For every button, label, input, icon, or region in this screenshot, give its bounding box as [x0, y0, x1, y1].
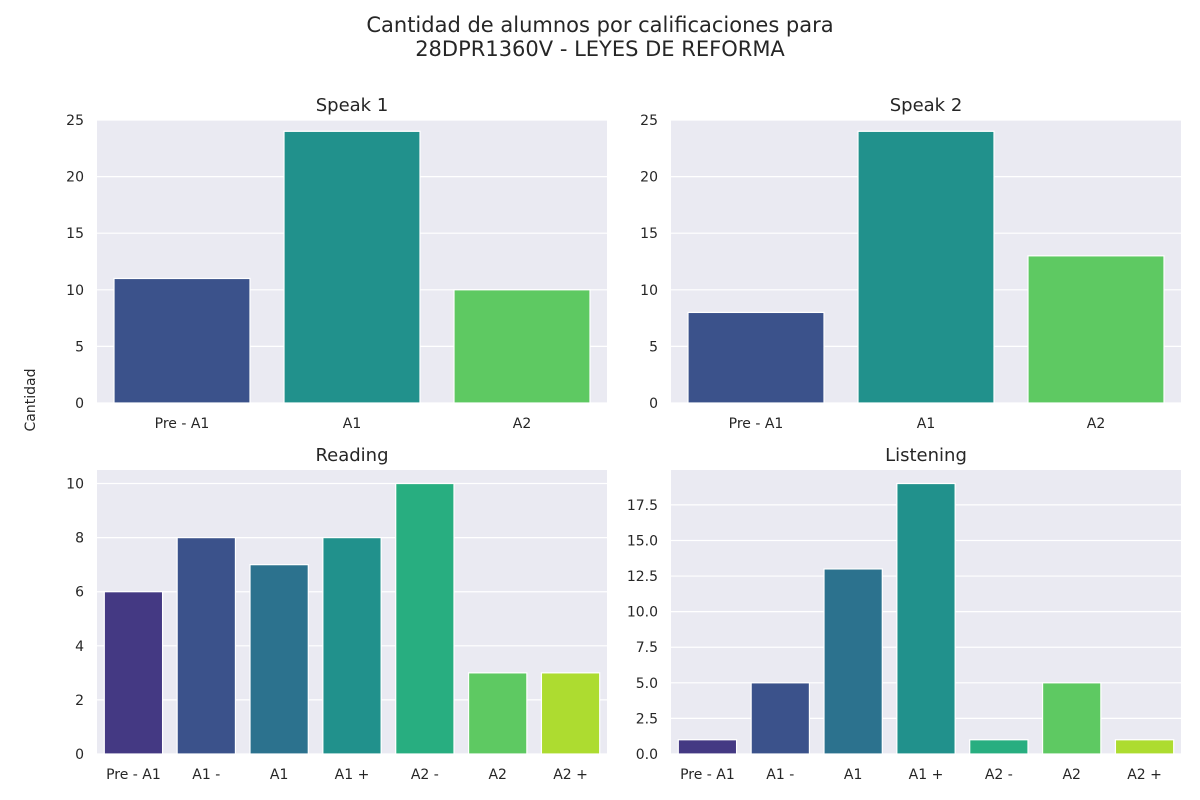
y-tick-label: 0	[649, 396, 658, 412]
bar-a2	[1041, 682, 1102, 755]
x-tick-label: A2 -	[985, 767, 1013, 783]
x-tick-label: A1 -	[192, 767, 220, 783]
chart-speak-1: 0 5 10 15 20 25 Pre - A1 A1 A2 Speak 1	[66, 95, 607, 432]
x-tick-label: A1	[343, 416, 361, 432]
x-tick-label: A2	[1062, 767, 1080, 783]
x-tick-label: A1	[917, 416, 935, 432]
y-tick-label: 17.5	[627, 498, 658, 514]
subplot-title: Reading	[315, 445, 388, 466]
y-tick-label: 7.5	[636, 640, 658, 656]
figure-title-line2: 28DPR1360V - LEYES DE REFORMA	[415, 37, 785, 61]
x-tick-label: Pre - A1	[680, 767, 735, 783]
x-tick-label: Pre - A1	[155, 416, 210, 432]
x-tick-label: A1 +	[909, 767, 944, 783]
y-tick-label: 10.0	[627, 605, 658, 621]
y-tick-label: 0	[75, 396, 84, 412]
y-tick-label: 8	[75, 531, 84, 547]
y-tick-label: 5	[649, 339, 658, 355]
subplot-title: Speak 1	[316, 95, 389, 116]
y-tick-label: 25	[640, 113, 658, 129]
bar-a2	[540, 672, 601, 755]
bar-a1	[750, 682, 811, 755]
chart-listening: 0.0 2.5 5.0 7.5 10.0 12.5 15.0 17.5 Pre - A1 A1 -…	[627, 445, 1181, 783]
subplot-title: Speak 2	[890, 95, 963, 116]
x-tick-label: A1 +	[335, 767, 370, 783]
subplot-title: Listening	[885, 445, 967, 466]
y-tick-label: 0.0	[636, 747, 658, 763]
y-tick-label: 5.0	[636, 676, 658, 692]
x-tick-label: A2	[488, 767, 506, 783]
x-tick-label: A1	[270, 767, 288, 783]
bar-a1	[176, 537, 237, 755]
x-tick-label: A2 -	[411, 767, 439, 783]
y-tick-label: 10	[66, 283, 84, 299]
x-tick-label: Pre - A1	[106, 767, 161, 783]
bar-a2	[969, 739, 1029, 755]
bar-pre-a1	[677, 739, 738, 755]
chart-reading: 0 2 4 6 8 10 Pre - A1 A1 - A1 A1 + A2 - A2 A2 + Readi…	[66, 445, 607, 783]
figure-title-line1: Cantidad de alumnos por calificaciones p…	[366, 13, 834, 37]
x-tick-label: A2	[513, 416, 531, 432]
bar-a2	[1027, 255, 1165, 404]
bar-a2	[1114, 739, 1175, 755]
x-tick-label: Pre - A1	[729, 416, 784, 432]
bar-a1	[857, 130, 995, 404]
bar-a2	[395, 482, 455, 755]
y-tick-label: 10	[66, 477, 84, 493]
y-tick-label: 12.5	[627, 569, 658, 585]
bar-pre-a1	[113, 277, 251, 404]
bar-a1	[249, 564, 309, 755]
y-tick-label: 5	[75, 339, 84, 355]
y-tick-label: 25	[66, 113, 84, 129]
x-tick-label: A2 +	[1127, 767, 1162, 783]
y-tick-label: 4	[75, 639, 84, 655]
y-tick-label: 2.5	[636, 711, 658, 727]
bar-pre-a1	[103, 591, 164, 755]
bar-a2	[453, 289, 591, 404]
x-tick-label: A1	[844, 767, 862, 783]
bar-a1	[896, 482, 956, 755]
y-tick-label: 20	[66, 170, 84, 186]
y-tick-label: 15	[640, 226, 658, 242]
bar-a2	[467, 672, 528, 755]
bar-pre-a1	[687, 311, 825, 404]
y-tick-label: 15	[66, 226, 84, 242]
chart-speak-2: 0 5 10 15 20 25 Pre - A1 A1 A2 Speak 2	[640, 95, 1181, 432]
y-tick-label: 0	[75, 747, 84, 763]
bar-a1	[823, 568, 883, 755]
x-tick-label: A2	[1087, 416, 1105, 432]
bar-a1	[283, 130, 421, 404]
bar-a1	[322, 537, 382, 755]
y-tick-label: 20	[640, 170, 658, 186]
y-tick-label: 10	[640, 283, 658, 299]
x-tick-label: A1 -	[766, 767, 794, 783]
x-tick-label: A2 +	[553, 767, 588, 783]
y-tick-label: 6	[75, 585, 84, 601]
y-tick-label: 2	[75, 693, 84, 709]
y-tick-label: 15.0	[627, 533, 658, 549]
